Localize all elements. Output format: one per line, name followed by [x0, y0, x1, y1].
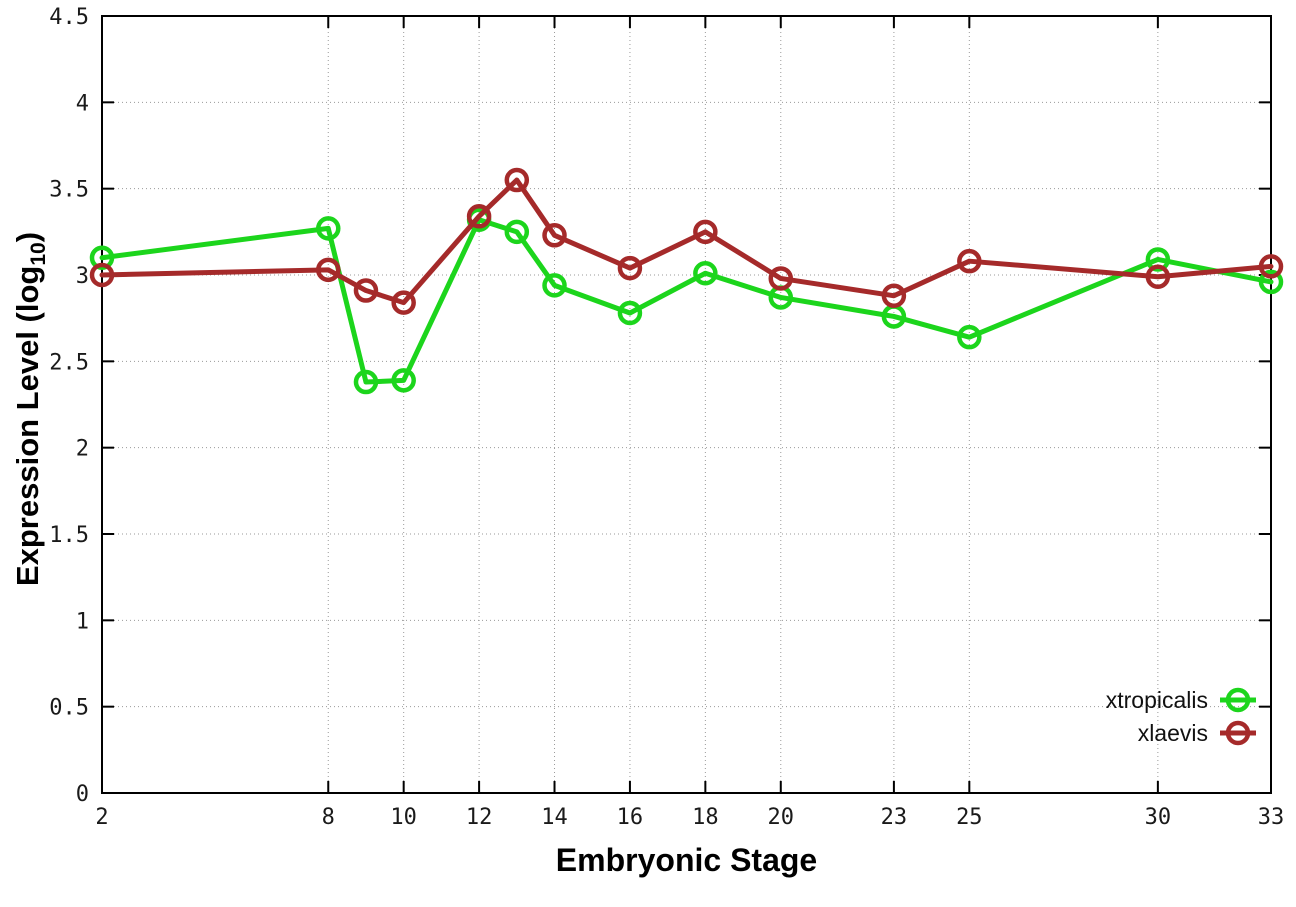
x-tick-label: 10 [390, 805, 417, 830]
marker-xlaevis [353, 278, 379, 303]
legend-label-xlaevis: xlaevis [1138, 720, 1208, 746]
y-tick-label: 2.5 [49, 350, 89, 375]
marker-xtropicalis [1145, 247, 1171, 272]
marker-xtropicalis [391, 368, 416, 393]
x-tick-label: 30 [1145, 805, 1172, 830]
marker-xtropicalis [542, 273, 567, 298]
legend-label-xtropicalis: xtropicalis [1106, 687, 1208, 713]
marker-xtropicalis [89, 245, 115, 270]
x-tick-label: 14 [541, 805, 568, 830]
x-tick-label: 18 [692, 805, 719, 830]
marker-xlaevis [957, 248, 982, 274]
marker-xlaevis [542, 223, 567, 248]
y-tick-label: 3.5 [49, 178, 89, 203]
y-tick-label: 2 [76, 437, 89, 462]
marker-xtropicalis [957, 324, 982, 350]
marker-xtropicalis [617, 300, 643, 326]
marker-xtropicalis [504, 219, 530, 245]
x-tick-label: 8 [322, 805, 335, 830]
y-axis-title-subscript: 10 [27, 242, 51, 266]
marker-xlaevis [89, 262, 115, 288]
marker-xlaevis [617, 255, 643, 281]
y-axis-title-close: ) [10, 231, 45, 243]
y-axis-title-text: Expression Level (log [10, 265, 45, 587]
legend-marker-xtropicalis [1225, 687, 1251, 713]
x-tick-label: 20 [768, 805, 795, 830]
marker-xlaevis [466, 204, 492, 229]
marker-xlaevis [1258, 254, 1284, 279]
marker-xlaevis [693, 219, 718, 245]
x-tick-label: 33 [1258, 805, 1285, 830]
marker-xlaevis [391, 290, 416, 315]
x-tick-label: 2 [95, 805, 108, 830]
marker-xlaevis [881, 283, 907, 308]
y-tick-label: 0.5 [49, 696, 89, 721]
y-tick-label: 0 [76, 782, 89, 807]
marker-xlaevis [504, 167, 530, 193]
y-axis-title: Expression Level (log10) [10, 209, 50, 609]
y-tick-label: 3 [76, 264, 89, 289]
marker-xlaevis [1145, 264, 1171, 289]
x-axis-title: Embryonic Stage [555, 842, 818, 878]
marker-xlaevis [316, 257, 341, 283]
legend-marker-xlaevis [1225, 720, 1251, 746]
marker-xtropicalis [693, 261, 718, 286]
x-tick-label: 25 [956, 805, 983, 830]
y-tick-label: 1 [76, 609, 89, 634]
series-line-xtropicalis [99, 217, 1274, 385]
x-tick-label: 12 [466, 805, 493, 830]
series-line-xlaevis [99, 177, 1274, 306]
x-tick-label: 23 [881, 805, 908, 830]
marker-xlaevis [768, 266, 794, 291]
y-tick-label: 4.5 [49, 5, 89, 30]
y-tick-label: 1.5 [49, 523, 89, 548]
marker-xtropicalis [1258, 269, 1284, 295]
x-tick-label: 16 [617, 805, 644, 830]
marker-xtropicalis [353, 369, 379, 395]
marker-xtropicalis [316, 216, 341, 241]
y-tick-label: 4 [76, 91, 89, 116]
plot-border [101, 15, 1272, 794]
